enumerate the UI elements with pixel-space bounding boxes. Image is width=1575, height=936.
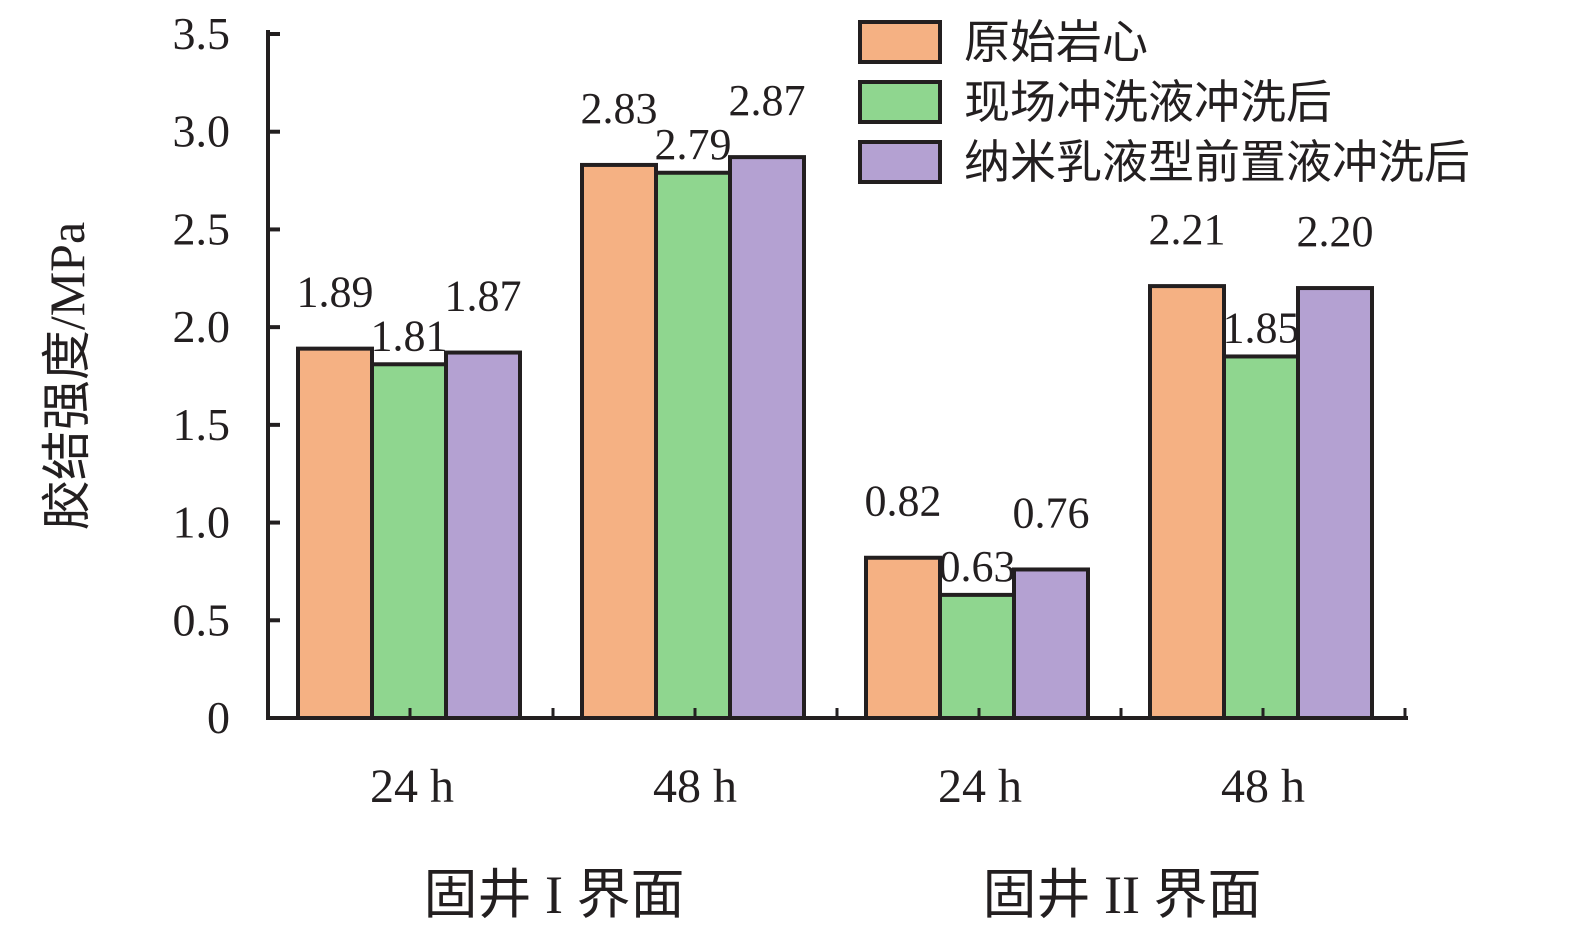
legend-label-3: 纳米乳液型前置液冲洗后 bbox=[964, 137, 1470, 188]
x-category-label-4: 48 h bbox=[1221, 760, 1305, 813]
legend-label-1: 原始岩心 bbox=[964, 17, 1148, 68]
value-label-series-3-cat-1: 1.87 bbox=[445, 272, 522, 321]
legend-swatch-2 bbox=[858, 80, 942, 124]
x-category-label-1: 24 h bbox=[370, 760, 454, 813]
y-tick-label-7: 3.5 bbox=[173, 8, 231, 59]
axes-layer: 0 0.5 1.0 1.5 2.0 2.5 3.0 3.5 24 h 48 h 24 h 48 h 固井… bbox=[39, 8, 1408, 925]
bar-series-1-cat-3 bbox=[864, 555, 942, 721]
legend-swatch-3 bbox=[858, 140, 942, 184]
x-category-label-3: 24 h bbox=[938, 760, 1022, 813]
bar-series-1-cat-4 bbox=[1148, 284, 1226, 720]
y-tick-label-4: 2.0 bbox=[173, 301, 231, 352]
y-tick-label-2: 1.0 bbox=[173, 497, 231, 548]
value-label-series-2-cat-3: 0.63 bbox=[939, 542, 1016, 591]
x-category-label-2: 48 h bbox=[653, 760, 737, 813]
value-label-series-2-cat-2: 2.79 bbox=[655, 120, 732, 169]
x-group-label-1: 固井 I 界面 bbox=[424, 865, 685, 925]
legend-swatch-1 bbox=[858, 20, 942, 64]
x-group-label-2: 固井 II 界面 bbox=[983, 865, 1262, 925]
value-label-series-1-cat-2: 2.83 bbox=[581, 84, 658, 133]
y-tick-label-6: 3.0 bbox=[173, 106, 231, 157]
legend-label-2: 现场冲洗液冲洗后 bbox=[964, 77, 1332, 128]
bar-series-3-cat-4 bbox=[1296, 286, 1374, 720]
y-tick-label-0: 0 bbox=[207, 692, 230, 743]
bar-series-3-cat-3 bbox=[1012, 567, 1090, 721]
value-label-series-3-cat-3: 0.76 bbox=[1013, 488, 1090, 537]
bar-series-3-cat-1 bbox=[444, 350, 522, 720]
value-label-series-1-cat-3: 0.82 bbox=[865, 477, 942, 526]
y-axis-title: 胶结强度/MPa bbox=[39, 222, 95, 530]
value-label-series-3-cat-2: 2.87 bbox=[729, 76, 806, 125]
bar-series-2-cat-4 bbox=[1222, 354, 1300, 720]
value-label-series-3-cat-4: 2.20 bbox=[1297, 207, 1374, 256]
bar-series-2-cat-2 bbox=[654, 170, 732, 721]
bar-series-1-cat-1 bbox=[296, 346, 374, 720]
labels-layer: 1.89 2.83 0.82 2.21 1.81 2.79 0.63 1.85 1.87 2.87… bbox=[297, 76, 1374, 591]
value-label-series-2-cat-1: 1.81 bbox=[371, 311, 448, 360]
bars-layer bbox=[296, 155, 1374, 721]
bar-series-1-cat-2 bbox=[580, 162, 658, 721]
y-tick-label-1: 0.5 bbox=[173, 594, 231, 645]
y-tick-label-5: 2.5 bbox=[173, 203, 231, 254]
bar-series-3-cat-2 bbox=[728, 155, 806, 720]
value-label-series-1-cat-1: 1.89 bbox=[297, 268, 374, 317]
value-label-series-2-cat-4: 1.85 bbox=[1223, 303, 1300, 352]
value-label-series-1-cat-4: 2.21 bbox=[1149, 205, 1226, 254]
bar-series-2-cat-1 bbox=[370, 362, 448, 720]
bar-series-2-cat-3 bbox=[938, 592, 1016, 721]
y-tick-label-3: 1.5 bbox=[173, 399, 231, 450]
